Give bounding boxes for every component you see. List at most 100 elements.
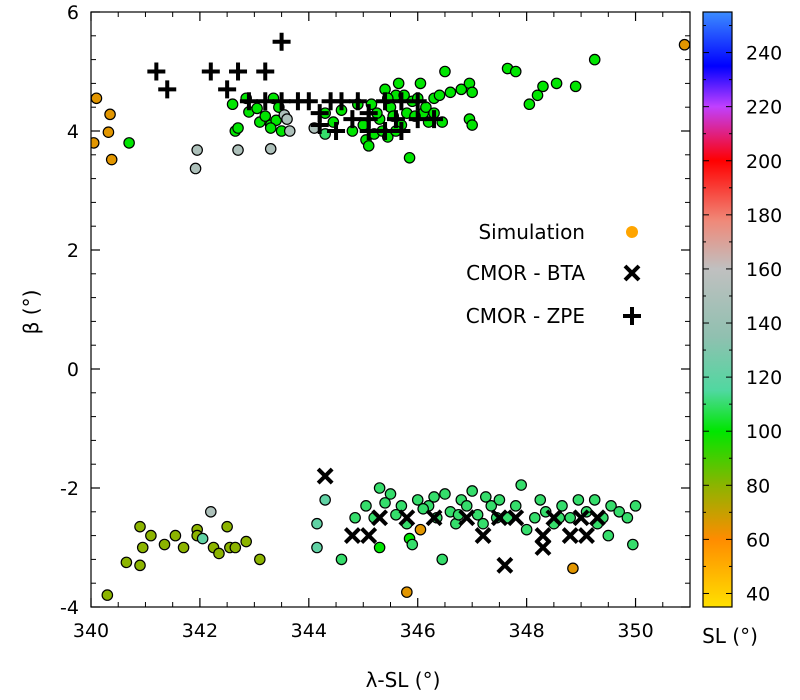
simulation-point [439,488,451,500]
simulation-point [509,65,522,78]
simulation-point [189,162,202,175]
simulation-point [436,553,449,566]
bta-point [398,509,416,527]
simulation-point [529,511,541,524]
colorbar-tick-label: 220 [746,97,782,119]
simulation-point [485,500,498,512]
simulation-point [417,503,429,515]
legend-label: CMOR - BTA [466,261,585,285]
simulation-point [564,511,576,524]
x-tick-label: 348 [509,620,545,642]
colorbar-tick-label: 80 [746,475,770,497]
x-tick-label: 342 [182,620,218,642]
simulation-point [550,77,563,90]
simulation-point [392,77,405,90]
legend-marker-circle [626,226,638,238]
simulation-point [629,500,642,512]
zpe-point [239,92,258,111]
colorbar-tick-label: 160 [746,259,782,281]
zpe-point [327,122,346,140]
simulation-point [360,500,372,512]
zpe-point [256,62,275,81]
simulation-point [311,517,323,530]
simulation-point [169,529,182,542]
zpe-point [272,32,291,51]
simulation-point [602,529,615,542]
colorbar-tick-label: 60 [746,529,770,551]
simulation-point [567,562,579,575]
zpe-point [218,80,237,99]
simulation-point [428,491,440,503]
simulation-point [191,144,203,156]
bta-point [360,527,378,545]
simulation-point [466,119,478,131]
bta-point [572,509,590,527]
simulation-point [384,488,397,500]
simulation-point [264,143,277,155]
simulation-point [177,541,190,554]
simulation-point [373,541,386,554]
simulation-point [136,541,149,554]
simulation-point [134,520,146,533]
zpe-point [408,92,427,111]
simulation-point [401,586,413,598]
x-tick-label: 350 [617,620,653,642]
simulation-point [335,553,348,566]
simulation-point [466,86,478,99]
simulation-point [466,485,478,497]
y-tick-label: 4 [67,121,79,143]
simulation-point [196,532,209,545]
simulation-point [362,140,375,152]
zpe-point [256,92,275,111]
simulation-point [520,523,533,536]
bta-point [316,467,334,485]
simulation-point [678,38,690,51]
x-axis-title: λ-SL (°) [366,668,441,692]
colorbar-tick-label: 40 [746,583,770,605]
simulation-point [205,505,217,518]
simulation-point [537,80,549,93]
simulation-point [264,122,277,134]
simulation-point [259,110,272,122]
simulation-point [605,500,617,512]
simulation-point [311,541,323,554]
colorbar-tick-label: 100 [746,421,782,443]
data-marks [91,32,690,601]
simulation-point [229,541,242,554]
simulation-point [240,535,252,548]
zpe-point [348,92,367,111]
simulation-point [226,98,239,111]
simulation-point [460,500,473,512]
simulation-point [493,494,506,506]
zpe-point [408,110,427,129]
zpe-point [386,110,405,129]
x-tick-label: 344 [291,620,327,642]
bta-point [534,539,552,556]
simulation-point [123,137,135,149]
zpe-point [299,92,318,111]
bta-point [496,556,514,574]
simulation-point [349,511,361,524]
colorbar-tick-label: 120 [746,367,782,389]
simulation-point [523,98,536,111]
simulation-point [213,547,225,560]
bta-point [371,509,389,527]
simulation-point [411,494,424,506]
series-cmor-bta [316,467,606,574]
legend: Simulation CMOR - BTA CMOR - ZPE [466,220,641,328]
zpe-point [229,62,248,81]
simulation-point [479,491,492,503]
simulation-point [91,92,103,105]
simulation-point [91,137,100,149]
bta-point [561,527,579,545]
bta-point [589,509,606,527]
zpe-point [310,116,329,135]
colorbar: 40 60 80 100 120 140 160 180 200 220 240 [702,11,782,608]
simulation-point [120,556,133,569]
simulation-point [406,538,419,551]
plot-layer [91,12,690,607]
bta-point [578,527,595,545]
simulation-point [319,494,331,506]
y-tick-label: -4 [60,597,79,619]
simulation-point [627,538,639,551]
